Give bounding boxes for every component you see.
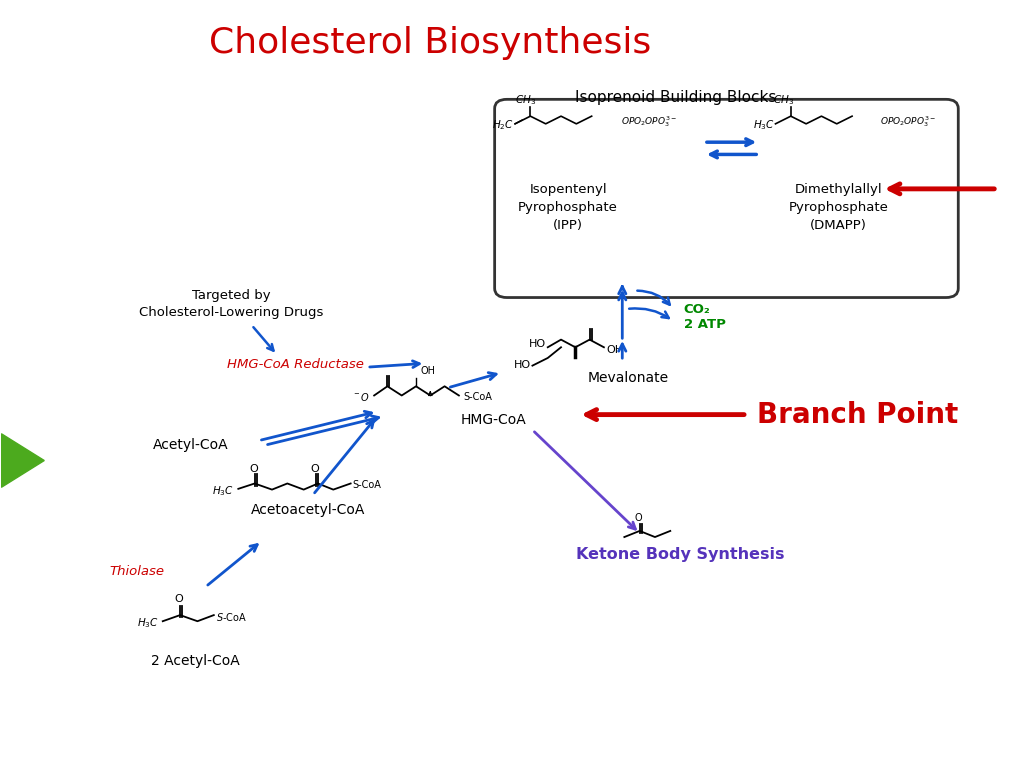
Text: 2 Acetyl-CoA: 2 Acetyl-CoA <box>152 654 240 668</box>
Text: Acetyl-CoA: Acetyl-CoA <box>153 439 228 452</box>
Text: Isoprenoid Building Blocks: Isoprenoid Building Blocks <box>574 90 776 104</box>
Text: O: O <box>310 465 319 475</box>
Text: HMG-CoA Reductase: HMG-CoA Reductase <box>227 359 364 372</box>
Text: CO₂: CO₂ <box>684 303 711 316</box>
Text: O: O <box>175 594 183 604</box>
Text: S-CoA: S-CoA <box>463 392 492 402</box>
Text: O: O <box>635 513 642 523</box>
Text: $S$-CoA: $S$-CoA <box>216 611 247 623</box>
Text: Thiolase: Thiolase <box>110 565 165 578</box>
Text: Targeted by
Cholesterol-Lowering Drugs: Targeted by Cholesterol-Lowering Drugs <box>139 289 324 319</box>
Text: HMG-CoA: HMG-CoA <box>461 413 526 427</box>
Text: 2 ATP: 2 ATP <box>684 318 725 331</box>
Text: OH: OH <box>420 366 435 376</box>
Text: $CH_3$: $CH_3$ <box>773 93 795 107</box>
Text: Cholesterol Biosynthesis: Cholesterol Biosynthesis <box>209 26 651 61</box>
Polygon shape <box>1 434 44 488</box>
Text: Ketone Body Synthesis: Ketone Body Synthesis <box>577 547 784 562</box>
Text: HO: HO <box>514 360 531 370</box>
FancyBboxPatch shape <box>495 99 958 297</box>
Text: Isopentenyl
Pyrophosphate
(IPP): Isopentenyl Pyrophosphate (IPP) <box>518 184 618 233</box>
Text: $OPO_2OPO_3^{3-}$: $OPO_2OPO_3^{3-}$ <box>622 114 677 129</box>
Text: S-CoA: S-CoA <box>352 480 382 490</box>
Text: $OPO_2OPO_3^{3-}$: $OPO_2OPO_3^{3-}$ <box>880 114 936 129</box>
Text: Branch Point: Branch Point <box>757 401 958 429</box>
Text: $H_3C$: $H_3C$ <box>137 616 159 630</box>
Text: $H_3C$: $H_3C$ <box>753 118 774 132</box>
Text: $^-O$: $^-O$ <box>352 391 370 403</box>
Text: Acetoacetyl-CoA: Acetoacetyl-CoA <box>251 503 365 518</box>
Text: $CH_3$: $CH_3$ <box>515 93 536 107</box>
Text: O: O <box>249 465 258 475</box>
Text: HO: HO <box>528 339 546 349</box>
Text: Mevalonate: Mevalonate <box>588 371 669 385</box>
Text: OH: OH <box>606 345 623 355</box>
Text: Dimethylallyl
Pyrophosphate
(DMAPP): Dimethylallyl Pyrophosphate (DMAPP) <box>788 184 889 233</box>
Text: $H_3C$: $H_3C$ <box>212 485 234 498</box>
Text: $H_2C$: $H_2C$ <box>493 118 514 132</box>
